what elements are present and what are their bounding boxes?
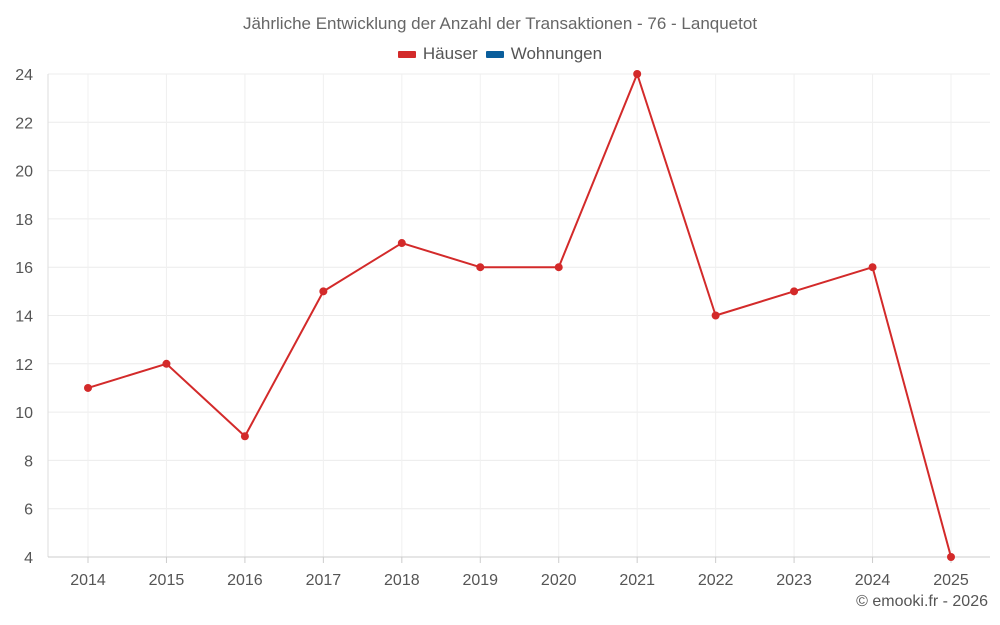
data-point-haeuser-2016 [240, 432, 249, 441]
chart-legend: Häuser Wohnungen [0, 44, 1000, 64]
data-point-haeuser-2019 [476, 263, 485, 272]
y-tick-label: 16 [15, 260, 33, 277]
y-tick-label: 14 [15, 309, 33, 326]
y-tick-label: 6 [24, 502, 33, 519]
data-point-haeuser-2024 [868, 263, 877, 272]
legend-label-wohnungen: Wohnungen [510, 44, 603, 63]
x-tick-label: 2022 [698, 572, 734, 589]
legend-swatch-haeuser [397, 50, 416, 58]
data-point-haeuser-2018 [397, 239, 406, 248]
y-tick-label: 10 [15, 405, 33, 422]
y-tick-label: 22 [15, 115, 33, 132]
data-point-haeuser-2020 [554, 263, 563, 272]
x-tick-label: 2021 [619, 572, 655, 589]
data-point-haeuser-2025 [947, 553, 955, 561]
data-point-haeuser-2022 [711, 311, 720, 320]
data-point-haeuser-2015 [162, 359, 171, 368]
x-tick-label: 2023 [776, 572, 812, 589]
y-tick-label: 8 [24, 453, 33, 470]
data-point-haeuser-2023 [790, 287, 799, 296]
credit-text: © emooki.fr - 2026 [856, 593, 988, 610]
x-tick-label: 2016 [227, 572, 263, 589]
x-tick-label: 2025 [933, 572, 969, 589]
y-tick-label: 24 [15, 67, 33, 84]
legend-item-wohnungen[interactable]: Wohnungen [485, 44, 603, 64]
chart-title: Jährliche Entwicklung der Anzahl der Tra… [242, 14, 758, 33]
data-point-haeuser-2014 [84, 383, 92, 392]
x-tick-label: 2018 [384, 572, 420, 589]
series [84, 70, 955, 561]
x-tick-label: 2017 [306, 572, 342, 589]
legend-item-haeuser[interactable]: Häuser [397, 44, 478, 64]
data-point-haeuser-2017 [319, 287, 328, 296]
y-tick-label: 12 [15, 357, 33, 374]
y-tick-label: 18 [15, 212, 33, 229]
x-tick-label: 2024 [855, 572, 891, 589]
x-tick-label: 2015 [149, 572, 185, 589]
legend-label-haeuser: Häuser [422, 44, 478, 63]
y-tick-label: 20 [15, 164, 33, 181]
x-tick-label: 2014 [70, 572, 106, 589]
y-tick-label: 4 [24, 550, 33, 567]
grid [48, 73, 990, 557]
data-point-haeuser-2021 [633, 70, 642, 78]
x-tick-label: 2020 [541, 572, 577, 589]
legend-swatch-wohnungen [485, 50, 504, 58]
series-line-haeuser [87, 73, 952, 558]
x-tick-label: 2019 [462, 572, 498, 589]
